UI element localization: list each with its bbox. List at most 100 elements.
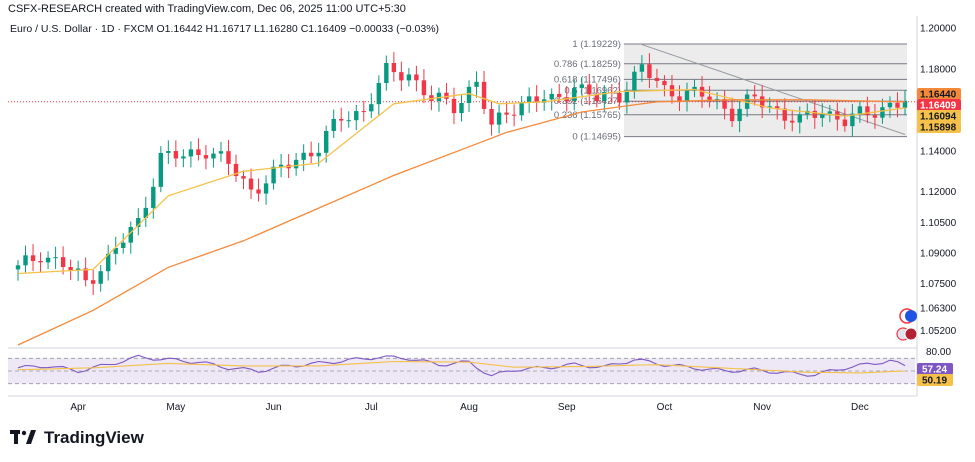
candle-body: [38, 260, 43, 263]
candle-body: [481, 81, 487, 109]
candle-body: [895, 102, 900, 108]
candle-body: [887, 102, 893, 108]
candle-body: [293, 159, 299, 169]
candle-body: [489, 108, 494, 125]
candle-body: [639, 64, 645, 72]
candle-body: [865, 106, 870, 116]
price-axis-tick: 1.14000: [920, 146, 957, 157]
candle-body: [880, 107, 885, 118]
candle-body: [707, 96, 712, 100]
candle-body: [594, 94, 600, 102]
candle-body: [241, 176, 246, 179]
candle-body: [399, 72, 404, 81]
candle-body: [579, 84, 584, 88]
candle-body: [587, 84, 592, 95]
time-axis-tick: Nov: [753, 402, 771, 413]
time-axis-tick: Apr: [70, 402, 86, 413]
candle-body: [196, 149, 201, 156]
candle-body: [45, 257, 51, 263]
symbol-legend[interactable]: Euro / U.S. Dollar · 1D · FXCM O1.16442 …: [10, 23, 439, 35]
candle-body: [391, 62, 397, 73]
candle-body: [263, 183, 269, 194]
price-axis-tick: 1.09000: [920, 249, 957, 260]
candle-body: [647, 64, 652, 78]
candle-body: [662, 80, 667, 86]
candle-body: [466, 86, 472, 104]
candle-body: [820, 113, 825, 118]
candle-body: [684, 90, 690, 102]
rsi-line: [17, 360, 906, 374]
candle-body: [278, 164, 284, 167]
candle-body: [301, 152, 306, 160]
candle-body: [75, 268, 81, 271]
candle-body: [346, 120, 351, 122]
time-axis-tick: May: [166, 402, 185, 413]
time-axis-tick: Dec: [851, 402, 869, 413]
candle-body: [857, 106, 863, 114]
candle-body: [504, 112, 509, 115]
candle-body: [654, 77, 660, 81]
candle-body: [128, 226, 133, 243]
candle-body: [143, 207, 148, 219]
candle-body: [617, 92, 622, 103]
time-axis-tick: Oct: [657, 402, 673, 413]
candle-body: [113, 247, 118, 254]
rsi-value-box: [917, 363, 953, 375]
candle-body: [557, 93, 562, 98]
candle-body: [534, 96, 539, 103]
candle-body: [211, 153, 216, 159]
candle-body: [549, 93, 554, 100]
price-label-box: [917, 99, 961, 111]
candle-body: [632, 71, 637, 92]
candle-body: [188, 149, 194, 157]
candle-body: [767, 106, 772, 108]
candle-body: [60, 257, 66, 267]
candle-body: [106, 253, 111, 272]
candle-body: [53, 257, 58, 259]
candle-body: [121, 242, 126, 248]
candle-body: [797, 114, 802, 123]
candle-body: [526, 96, 532, 103]
rsi-value-label: 50.19: [922, 376, 947, 387]
fibonacci-level-label: 1 (1.19229): [572, 39, 621, 50]
candle-body: [218, 151, 224, 154]
rsi-value-box: [917, 374, 953, 386]
trendline: [641, 44, 906, 135]
candle-body: [872, 115, 878, 118]
candle-body: [83, 268, 88, 281]
tradingview-logo-icon: [10, 430, 36, 444]
ohlc-close: C1.16409: [300, 23, 347, 35]
candle-body: [602, 92, 607, 102]
candle-body: [459, 103, 464, 114]
candle-body: [226, 151, 231, 164]
candle-body: [722, 99, 727, 109]
candle-body: [181, 156, 186, 159]
rsi-line: [17, 354, 906, 377]
candle-body: [98, 271, 103, 284]
candle-body: [90, 280, 96, 284]
candle-body: [136, 218, 141, 227]
moving-average-line: [17, 99, 906, 346]
candle-body: [775, 106, 780, 109]
candle-body: [339, 118, 344, 121]
candle-body: [151, 186, 156, 208]
candle-body: [384, 62, 389, 84]
candle-body: [624, 91, 630, 103]
candle-body: [474, 81, 479, 87]
candle-body: [737, 108, 742, 122]
price-label-box: [917, 88, 961, 100]
price-axis-tick: 1.10500: [920, 218, 957, 229]
candle-body: [496, 112, 502, 125]
candle-body: [15, 265, 21, 270]
currency-flag-icon: [905, 310, 917, 322]
candle-body: [902, 101, 908, 108]
candle-body: [316, 152, 321, 157]
candle-body: [436, 92, 442, 101]
candle-body: [271, 166, 276, 184]
candle-body: [23, 255, 28, 266]
footer-logo: TradingView: [10, 428, 144, 448]
price-label-value: 1.16440: [920, 90, 957, 101]
fibonacci-level-label: 0.618 (1.17496): [554, 74, 621, 85]
candle-body: [729, 108, 735, 122]
